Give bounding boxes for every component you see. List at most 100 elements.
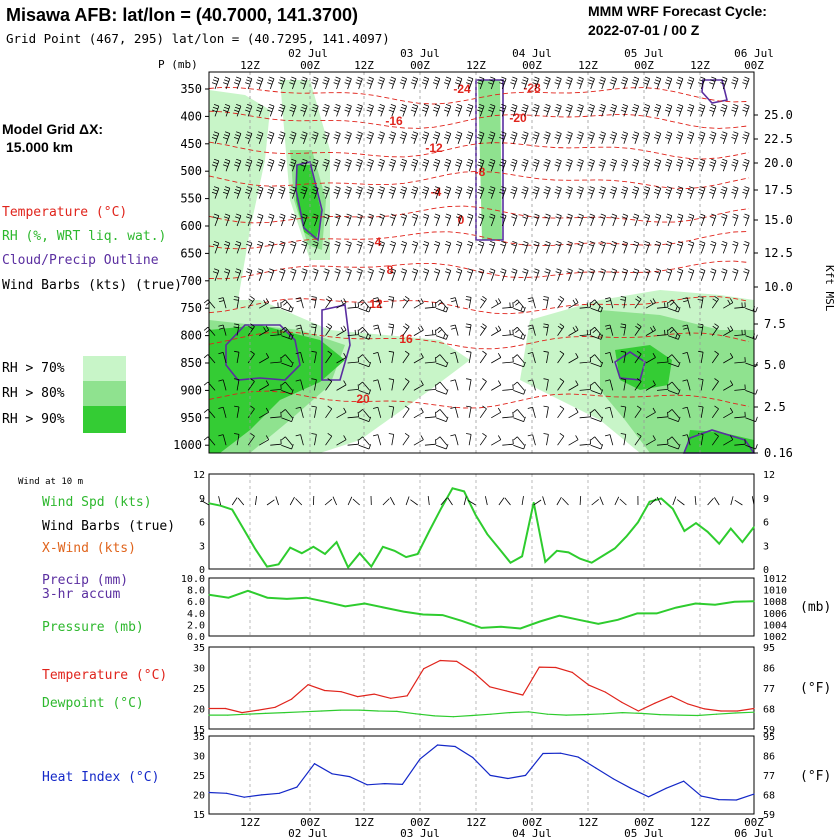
wind-barb-shaft bbox=[722, 188, 728, 199]
pressure-label: Pressure (mb) bbox=[42, 620, 144, 635]
wind-barb-flag bbox=[234, 350, 240, 353]
wind-barb-flag bbox=[222, 137, 228, 140]
wind-barb-flag bbox=[556, 268, 562, 271]
wind-barb-shaft bbox=[258, 215, 264, 227]
wind-barb-flag bbox=[445, 186, 451, 189]
wind-barb-shaft bbox=[479, 78, 485, 90]
wind-barb-flag bbox=[417, 299, 422, 305]
wind-barb-shaft bbox=[325, 408, 333, 419]
wind-barb-flag bbox=[633, 76, 639, 80]
left-tick-label: 2.0 bbox=[187, 620, 205, 631]
wind-barb-shaft bbox=[457, 215, 463, 227]
series-point bbox=[442, 614, 444, 616]
wind-barb-flag bbox=[311, 296, 317, 298]
wind-barb-flag bbox=[667, 409, 673, 413]
wind-barb-flag bbox=[714, 350, 719, 355]
wind-barb-shaft bbox=[700, 406, 704, 418]
precip-label: Precip (mm) bbox=[42, 573, 128, 588]
wind-barb-shaft bbox=[336, 384, 347, 391]
wind-barb-flag bbox=[683, 300, 689, 303]
wind-barb-shaft bbox=[579, 105, 584, 117]
wind-barb-shaft bbox=[479, 242, 485, 254]
wind-barb-shaft bbox=[568, 133, 573, 144]
legend-rh80-swatch bbox=[83, 381, 126, 406]
wind-barb-flag bbox=[523, 334, 526, 340]
series-point bbox=[266, 597, 268, 599]
wind-barb-flag bbox=[234, 323, 240, 326]
wind-barb-shaft bbox=[689, 160, 695, 172]
wind-barb-flag bbox=[709, 109, 715, 113]
wind-barb-shaft bbox=[686, 434, 691, 446]
series-point bbox=[384, 783, 386, 785]
wind-barb-flag bbox=[600, 334, 604, 340]
wind-barb-shaft bbox=[594, 326, 603, 336]
wind-barb-flag bbox=[490, 186, 496, 189]
wind-barb-flag bbox=[643, 161, 649, 165]
series-point bbox=[463, 490, 465, 492]
wind-barb-flag bbox=[288, 333, 291, 339]
series-point bbox=[347, 566, 349, 569]
series-point bbox=[291, 698, 293, 700]
series-point bbox=[364, 602, 366, 605]
wind-barb-shaft bbox=[623, 434, 627, 446]
wind-barb-flag bbox=[313, 213, 319, 217]
wind-barb-flag bbox=[532, 191, 538, 195]
height-tick-label: 5.0 bbox=[764, 358, 786, 372]
wind-barb-flag bbox=[557, 298, 563, 302]
wind-barb-flag bbox=[258, 241, 264, 244]
wind-barb-flag bbox=[278, 137, 284, 140]
wind-barb-flag bbox=[500, 106, 506, 110]
series-point bbox=[433, 715, 436, 717]
height-tick-label: 20.0 bbox=[764, 156, 793, 170]
wind-barb-shaft bbox=[347, 78, 352, 90]
wind-barb-flag bbox=[257, 243, 263, 247]
wind-barb-flag bbox=[420, 407, 424, 413]
wind-barb-flag bbox=[501, 104, 507, 107]
wind-barb-flag bbox=[599, 189, 605, 192]
wind-barb-flag bbox=[212, 161, 218, 165]
wind-barb-shaft bbox=[214, 133, 220, 144]
wind-barb-shaft bbox=[479, 133, 485, 144]
wind-barb-flag bbox=[620, 299, 626, 301]
wind-barb-shaft bbox=[300, 352, 304, 364]
wind-barb-flag bbox=[400, 79, 406, 82]
wind-barb-shaft bbox=[303, 188, 308, 199]
wind-barb-flag bbox=[334, 161, 340, 165]
wind-barb-flag bbox=[611, 213, 617, 217]
wind-barb-shaft bbox=[225, 270, 231, 281]
wind-barb-flag bbox=[664, 82, 670, 85]
wind-barb-flag bbox=[732, 216, 738, 219]
wind-barb-shaft bbox=[645, 411, 656, 419]
wind-barb-flag bbox=[566, 243, 572, 247]
series-point bbox=[660, 497, 662, 500]
wind-spd-label: Wind Spd (kts) bbox=[42, 495, 152, 510]
wind-barb-flag bbox=[466, 296, 472, 298]
wind-barb-shaft bbox=[590, 362, 602, 368]
wind-barb-flag bbox=[322, 82, 328, 85]
wind-barb-flag bbox=[710, 189, 716, 192]
temperature-contour bbox=[208, 205, 750, 224]
wind-barb-flag bbox=[289, 164, 295, 167]
wind-barb-flag bbox=[302, 131, 308, 134]
wind-barb-flag bbox=[544, 161, 550, 165]
wind-barb-shaft bbox=[280, 133, 286, 144]
wind-barb-shaft bbox=[645, 133, 651, 144]
wind-barb-shaft bbox=[568, 384, 579, 391]
wind-barb-shaft bbox=[247, 270, 253, 281]
wind-barb-flag bbox=[700, 213, 706, 217]
wind-barb-shaft bbox=[468, 270, 474, 281]
wind-barb-shaft bbox=[424, 160, 430, 172]
wind-barb-shaft bbox=[314, 270, 319, 281]
series-point bbox=[359, 552, 361, 554]
wind-barb-flag bbox=[399, 191, 405, 195]
wind-barb-shaft bbox=[734, 389, 746, 391]
wind-barb-shaft bbox=[733, 105, 739, 117]
wind-barb-shaft bbox=[502, 389, 514, 391]
wind-barb-shaft bbox=[280, 78, 286, 90]
wind-barb-flag bbox=[743, 79, 749, 82]
series-point bbox=[349, 776, 351, 778]
wind-barb-flag bbox=[263, 327, 267, 332]
wind-barb-flag bbox=[212, 243, 218, 247]
wind-barb-shaft bbox=[590, 270, 595, 281]
wind-barb-shaft bbox=[594, 354, 603, 364]
